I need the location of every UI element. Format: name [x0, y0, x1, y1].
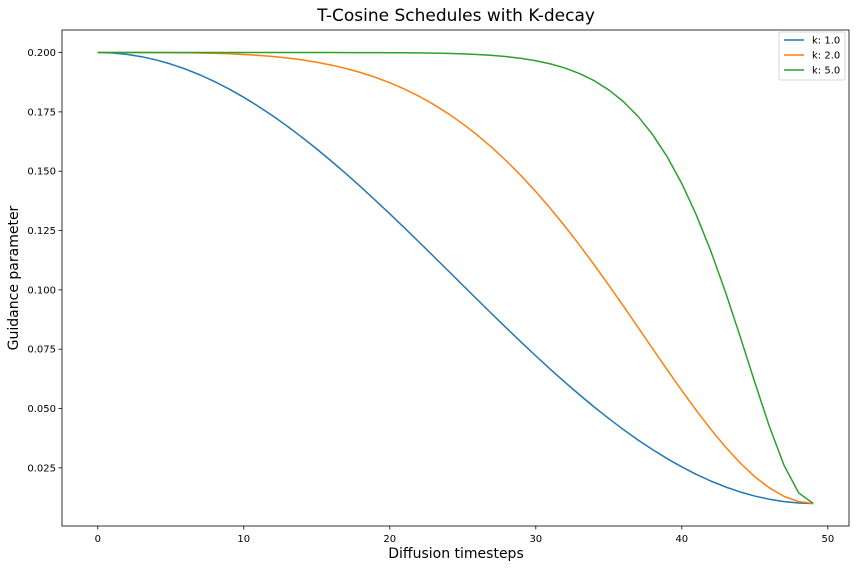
y-tick-label: 0.075 [27, 345, 56, 356]
series-line-k5 [97, 51, 814, 505]
x-tick-label: 50 [821, 534, 834, 545]
y-tick-label: 0.150 [27, 167, 56, 178]
x-tick-label: 10 [237, 534, 250, 545]
y-tick-label: 0.200 [27, 48, 56, 59]
series-line-k1 [97, 51, 814, 505]
y-tick-label: 0.025 [27, 463, 56, 474]
y-tick-label: 0.125 [27, 226, 56, 237]
x-axis-ticks: 0 10 20 30 40 50 [95, 526, 834, 545]
x-axis-label: Diffusion timesteps [388, 546, 523, 562]
plot-frame [61, 29, 850, 527]
x-tick-label: 30 [529, 534, 542, 545]
x-tick-label: 0 [95, 534, 101, 545]
legend-frame [778, 31, 846, 81]
series-line-k2 [97, 51, 814, 505]
x-tick-label: 20 [383, 534, 396, 545]
x-tick-label: 40 [675, 534, 688, 545]
series-lines [97, 51, 814, 505]
legend-entry: k: 5.0 [812, 66, 840, 77]
legend: k: 1.0 k: 2.0 k: 5.0 [778, 31, 846, 81]
chart-title: T-Cosine Schedules with K-decay [316, 6, 595, 26]
y-tick-label: 0.175 [27, 107, 56, 118]
legend-entry: k: 2.0 [812, 51, 840, 62]
y-tick-label: 0.100 [27, 285, 56, 296]
y-tick-label: 0.050 [27, 404, 56, 415]
legend-entry: k: 1.0 [812, 36, 840, 47]
y-axis-label: Guidance parameter [6, 205, 22, 350]
y-axis-ticks: 0.025 0.050 0.075 0.100 0.125 0.150 0.175 0.200 [27, 48, 62, 474]
